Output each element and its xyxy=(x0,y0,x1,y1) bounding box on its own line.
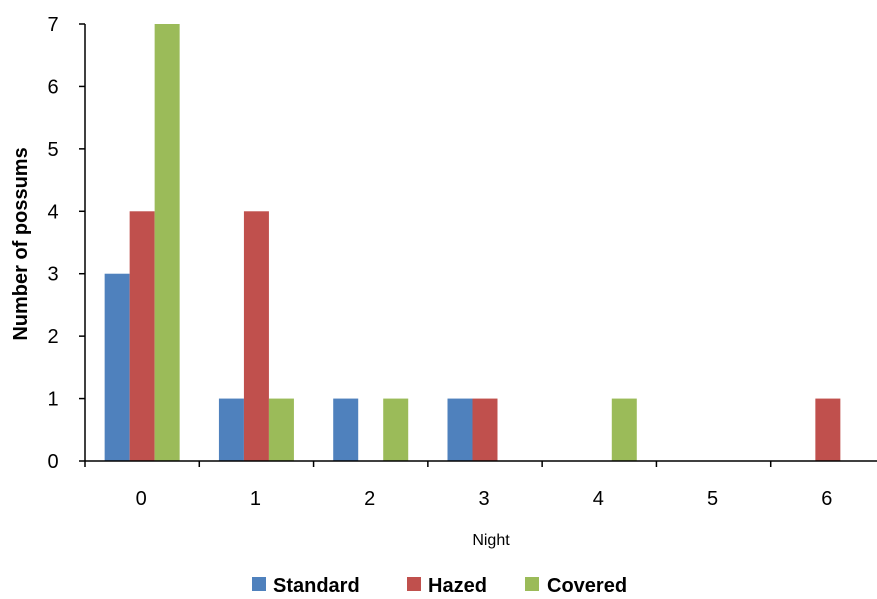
bar-standard-night-0 xyxy=(104,273,130,461)
legend-label-covered: Covered xyxy=(547,575,627,594)
labels-layer: 0 1 2 3 4 5 6 7 0 1 2 3 4 5 6 xyxy=(47,14,832,510)
y-tick-label: 0 xyxy=(47,451,58,473)
bar-covered-night-1 xyxy=(268,398,294,461)
y-tick-label: 1 xyxy=(47,389,58,411)
bar-standard-night-2 xyxy=(333,398,359,461)
y-tick-label: 4 xyxy=(47,201,58,223)
bar-covered-night-2 xyxy=(383,398,409,461)
legend-swatch-standard xyxy=(252,577,266,591)
bars-layer xyxy=(104,24,841,461)
bar-hazed-night-0 xyxy=(129,211,155,461)
bar-covered-night-0 xyxy=(154,24,180,461)
x-tick-label: 3 xyxy=(478,488,489,510)
legend-label-standard: Standard xyxy=(273,575,360,594)
x-tick-label: 4 xyxy=(593,488,604,510)
x-tick-label: 6 xyxy=(821,488,832,510)
y-tick-label: 3 xyxy=(47,264,58,286)
bar-hazed-night-6 xyxy=(815,398,841,461)
x-tick-label: 2 xyxy=(364,488,375,510)
bar-standard-night-3 xyxy=(447,398,473,461)
x-tick-label: 1 xyxy=(250,488,261,510)
bar-standard-night-1 xyxy=(218,398,244,461)
bar-covered-night-4 xyxy=(611,398,637,461)
legend-swatch-hazed xyxy=(407,577,421,591)
bar-hazed-night-1 xyxy=(243,211,269,461)
legend: Standard Hazed Covered xyxy=(252,575,627,597)
y-tick-label: 5 xyxy=(47,139,58,161)
axes-layer xyxy=(79,23,877,467)
x-axis-title: Night xyxy=(472,532,510,549)
y-tick-label: 7 xyxy=(47,14,58,36)
x-tick-label: 5 xyxy=(707,488,718,510)
y-axis-title: Number of possums xyxy=(10,147,32,340)
y-tick-label: 2 xyxy=(47,326,58,348)
bar-hazed-night-3 xyxy=(472,398,498,461)
legend-swatch-covered xyxy=(525,577,539,591)
legend-label-hazed: Hazed xyxy=(428,575,487,594)
y-tick-label: 6 xyxy=(47,76,58,98)
x-tick-label: 0 xyxy=(136,488,147,510)
